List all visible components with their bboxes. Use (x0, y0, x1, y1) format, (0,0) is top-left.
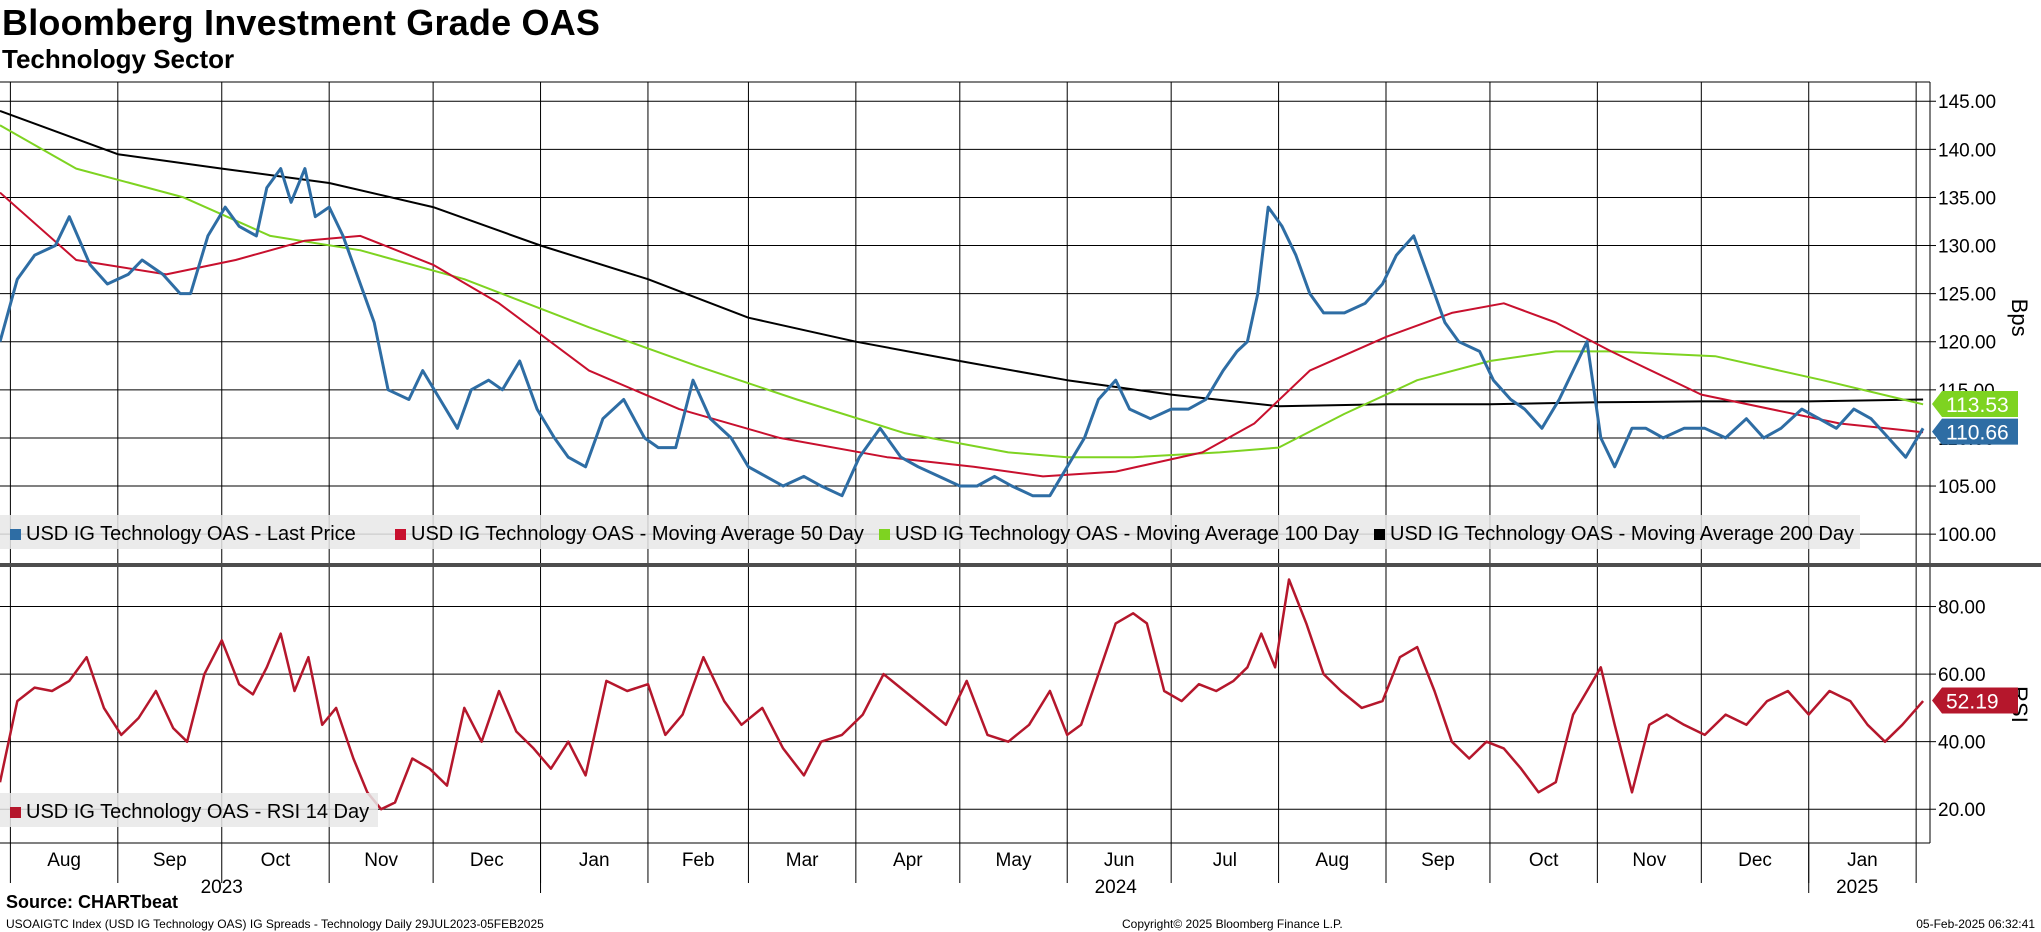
last-price-value-tag: 110.66 (1946, 422, 2009, 445)
source-note: Source: CHARTbeat (6, 892, 179, 912)
month-tick-label: Apr (893, 850, 923, 871)
price-y-tick-label: 125.00 (1938, 285, 1996, 306)
legend-swatch-ma100 (879, 529, 890, 540)
legend-swatch-rsi (10, 807, 21, 818)
price-y-tick-label: 130.00 (1938, 237, 1996, 258)
month-tick-label: May (996, 850, 1032, 871)
month-tick-label: Dec (1738, 850, 1772, 871)
series-line-ma100 (0, 124, 1924, 459)
rsi-y-tick-label: 20.00 (1938, 800, 1986, 821)
month-tick-label: Nov (364, 850, 398, 871)
legend-label-rsi: USD IG Technology OAS - RSI 14 Day (26, 801, 369, 823)
footer-timestamp: 05-Feb-2025 06:32:41 (1916, 917, 2035, 931)
rsi-y-tick-label: 80.00 (1938, 598, 1986, 619)
year-label: 2025 (1836, 877, 1878, 898)
month-tick-label: Sep (153, 850, 187, 871)
axis-layer: Aug Sep Oct Nov Dec Jan Feb Mar Apr May Jun Jul Aug S… (9, 92, 2032, 898)
panel-divider (0, 563, 2041, 567)
legend-label-ma100: USD IG Technology OAS - Moving Average 1… (895, 523, 1359, 545)
rsi-value-tag: 52.19 (1946, 690, 1999, 713)
price-y-axis-title: Bps (2007, 299, 2032, 337)
footer-copyright: Copyright© 2025 Bloomberg Finance L.P. (1122, 917, 1343, 931)
footer-ticker-info: USOAIGTC Index (USD IG Technology OAS) I… (6, 917, 544, 931)
price-y-tick-label: 120.00 (1938, 333, 1996, 354)
legend-swatch-ma50 (395, 529, 406, 540)
legend-label-ma50: USD IG Technology OAS - Moving Average 5… (411, 523, 864, 545)
ma100-value-tag-bg (1932, 390, 2018, 417)
price-y-tick-label: 100.00 (1938, 525, 1996, 546)
grid-layer (0, 81, 2041, 844)
month-tick-label: Nov (1632, 850, 1666, 871)
price-y-tick-label: 140.00 (1938, 140, 1996, 161)
series-line-rsi (0, 578, 1925, 811)
legend-label-last_price: USD IG Technology OAS - Last Price (26, 523, 356, 545)
month-tick-label: Aug (1315, 850, 1349, 871)
rsi-legend-background (0, 793, 378, 827)
month-tick-label: Feb (682, 850, 715, 871)
month-tick-label: Oct (1529, 850, 1559, 871)
chart-subtitle: Technology Sector (2, 44, 235, 74)
month-tick-label: Jul (1213, 850, 1237, 871)
price-y-tick-label: 135.00 (1938, 188, 1996, 209)
last-price-value-tag-bg (1932, 418, 2018, 445)
rsi-y-tick-label: 60.00 (1938, 665, 1986, 686)
legend-swatch-last_price (10, 529, 21, 540)
month-tick-label: Sep (1421, 850, 1455, 871)
series-line-ma50 (0, 191, 1924, 478)
year-label: 2023 (201, 877, 243, 898)
rsi-value-tag-bg (1932, 687, 2018, 714)
price-y-tick-label: 145.00 (1938, 92, 1996, 113)
price-y-tick-label: 105.00 (1938, 477, 1996, 498)
year-label: 2024 (1095, 877, 1138, 898)
month-tick-label: Jan (579, 850, 610, 871)
month-tick-label: Aug (47, 850, 81, 871)
legend-layer: USD IG Technology OAS - Last Price USD IG… (0, 515, 1860, 827)
series-line-ma200 (0, 109, 1924, 408)
ma100-value-tag: 113.53 (1946, 394, 2009, 417)
legend-swatch-ma200 (1374, 529, 1385, 540)
month-tick-label: Jan (1847, 850, 1878, 871)
legend-background (0, 515, 1860, 549)
month-tick-label: Jun (1104, 850, 1135, 871)
month-tick-label: Mar (786, 850, 819, 871)
series-line-last_price (0, 167, 1925, 498)
month-tick-label: Oct (261, 850, 291, 871)
month-tick-label: Dec (470, 850, 504, 871)
chart-title: Bloomberg Investment Grade OAS (2, 2, 601, 43)
series-layer (0, 109, 1925, 811)
legend-label-ma200: USD IG Technology OAS - Moving Average 2… (1390, 523, 1854, 545)
rsi-y-tick-label: 40.00 (1938, 733, 1986, 754)
